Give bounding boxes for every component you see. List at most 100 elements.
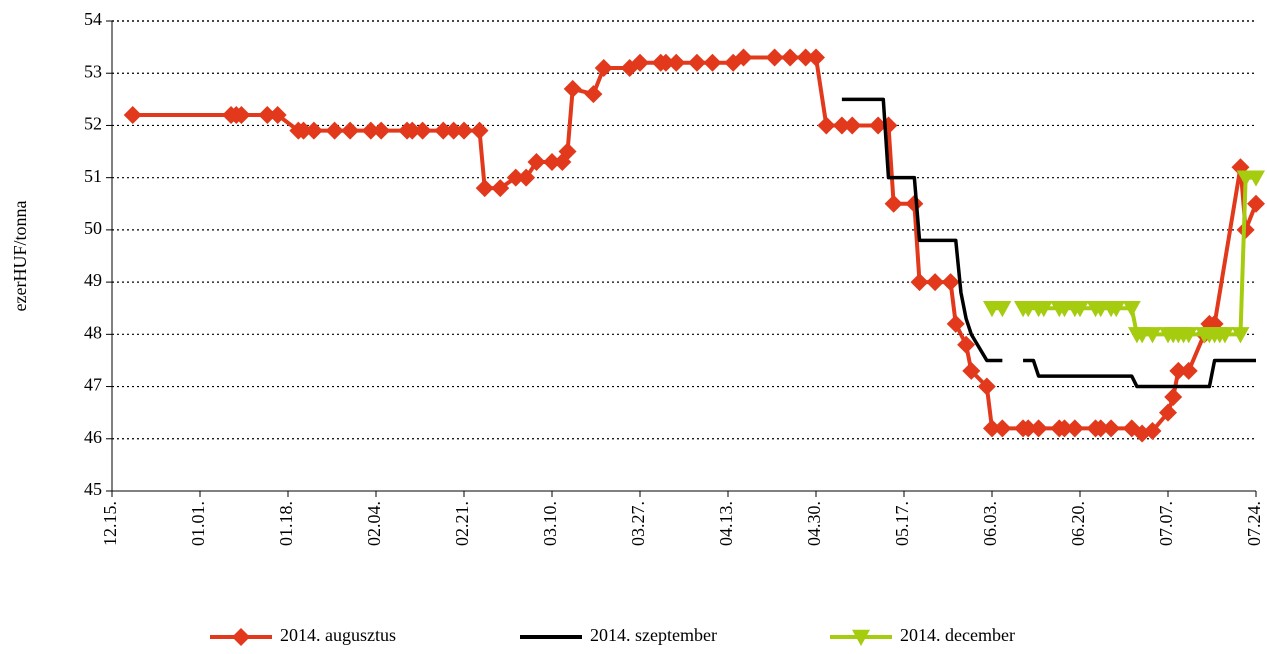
y-tick-label: 53	[84, 61, 102, 81]
marker	[325, 121, 344, 140]
marker	[832, 116, 851, 135]
marker	[304, 121, 323, 140]
series-line	[841, 97, 1003, 363]
x-tick-label: 04.30.	[804, 501, 824, 546]
marker	[843, 116, 862, 135]
marker	[687, 53, 706, 72]
marker	[656, 53, 675, 72]
legend-label: 2014. szeptember	[590, 625, 717, 645]
marker	[869, 116, 888, 135]
y-tick-label: 51	[84, 166, 102, 186]
marker	[372, 121, 391, 140]
marker	[444, 121, 463, 140]
x-tick-label: 04.13.	[716, 501, 736, 546]
y-tick-label: 52	[84, 114, 102, 134]
marker	[1179, 327, 1198, 344]
marker	[941, 273, 960, 292]
x-tick-label: 02.04.	[364, 501, 384, 546]
marker	[765, 48, 784, 67]
marker	[1055, 419, 1074, 438]
y-tick-label: 49	[84, 270, 102, 290]
marker	[1102, 419, 1121, 438]
marker	[884, 194, 903, 213]
marker	[1159, 403, 1177, 422]
marker	[910, 273, 929, 292]
marker	[341, 121, 360, 140]
x-tick-label: 07.07.	[1156, 501, 1176, 546]
marker	[796, 48, 815, 67]
marker	[294, 121, 313, 140]
marker	[1143, 421, 1162, 440]
marker	[455, 121, 473, 140]
marker	[491, 179, 510, 198]
marker	[631, 53, 649, 72]
marker	[781, 48, 800, 67]
marker	[1029, 419, 1048, 438]
marker	[361, 121, 380, 140]
y-tick-label: 54	[84, 9, 102, 29]
marker	[667, 53, 686, 72]
marker	[1164, 388, 1183, 406]
marker	[1107, 301, 1126, 318]
x-tick-label: 03.10.	[540, 501, 560, 546]
marker	[1071, 301, 1089, 318]
marker	[983, 419, 1001, 438]
y-tick-label: 45	[84, 479, 102, 499]
marker	[977, 377, 996, 396]
marker	[993, 419, 1012, 438]
marker	[506, 168, 525, 187]
x-tick-label: 01.18.	[276, 501, 296, 546]
marker	[403, 121, 422, 140]
marker	[852, 629, 870, 646]
x-tick-label: 05.17.	[892, 501, 912, 546]
marker	[1091, 419, 1110, 438]
marker	[807, 48, 825, 67]
marker	[584, 85, 603, 104]
marker	[470, 121, 489, 140]
marker	[1034, 301, 1053, 318]
marker	[817, 116, 836, 135]
marker	[879, 116, 898, 135]
marker	[734, 48, 753, 67]
x-tick-label: 07.24.	[1244, 501, 1264, 546]
marker	[543, 153, 561, 171]
marker	[905, 194, 924, 213]
marker	[527, 153, 546, 171]
marker	[232, 106, 251, 124]
marker	[703, 53, 722, 72]
marker	[475, 179, 494, 198]
marker	[517, 168, 536, 187]
marker	[1247, 194, 1265, 213]
marker	[413, 121, 432, 140]
marker	[594, 59, 613, 77]
marker	[434, 121, 453, 140]
marker	[1169, 361, 1188, 380]
legend-label: 2014. augusztus	[280, 625, 396, 645]
marker	[957, 335, 976, 354]
x-tick-label: 03.27.	[628, 501, 648, 546]
marker	[926, 273, 945, 292]
marker	[962, 361, 981, 380]
marker	[946, 314, 965, 333]
marker	[563, 79, 582, 98]
marker	[1247, 170, 1265, 187]
marker	[232, 628, 250, 646]
marker	[1122, 301, 1141, 318]
x-tick-label: 01.01.	[188, 501, 208, 546]
marker	[1019, 419, 1038, 438]
marker	[1215, 327, 1234, 344]
marker	[1179, 361, 1198, 380]
y-tick-label: 48	[84, 322, 102, 342]
y-axis-label: ezerHUF/tonna	[10, 201, 30, 312]
series-line	[1023, 358, 1256, 389]
marker	[268, 106, 287, 124]
marker	[1065, 419, 1084, 438]
marker	[258, 106, 277, 124]
x-tick-label: 02.21.	[452, 501, 472, 546]
marker	[1143, 327, 1162, 344]
x-tick-label: 06.03.	[980, 501, 1000, 546]
marker	[558, 142, 577, 161]
x-tick-label: 12.15.	[100, 501, 120, 546]
y-tick-label: 50	[84, 218, 102, 238]
